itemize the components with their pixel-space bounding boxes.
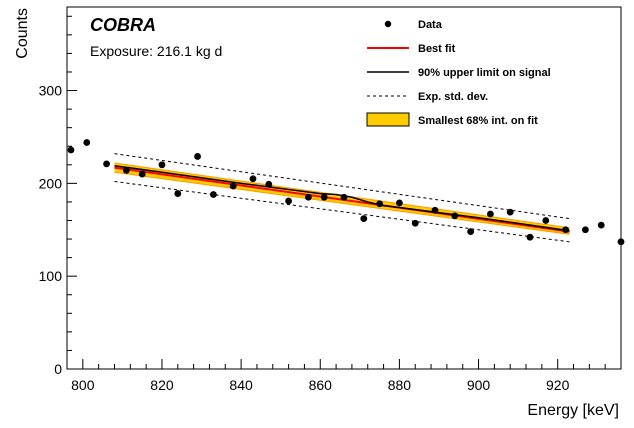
- std-dev-upper-line: [114, 153, 570, 220]
- x-axis-label: Energy [keV]: [527, 402, 619, 419]
- data-point: [487, 210, 494, 218]
- legend-data-label: Data: [418, 19, 443, 31]
- data-point: [174, 190, 182, 197]
- data-point: [431, 206, 439, 214]
- y-tick-label: 0: [54, 361, 62, 377]
- std-dev-lower-line: [114, 181, 570, 243]
- data-point: [360, 215, 368, 223]
- data-point: [320, 193, 328, 201]
- x-tick-label: 840: [229, 377, 253, 393]
- legend-band-swatch: [366, 112, 410, 127]
- data-point: [411, 219, 419, 227]
- data-point: [103, 160, 110, 168]
- y-tick-label: 200: [39, 175, 63, 191]
- data-point: [304, 193, 312, 201]
- x-tick-label: 920: [546, 377, 570, 393]
- y-axis-label: Counts: [14, 8, 31, 59]
- chart-title: COBRA: [90, 15, 156, 35]
- legend-band-label: Smallest 68% int. on fit: [418, 115, 538, 127]
- legend-best-fit-label: Best fit: [418, 43, 456, 55]
- data-point: [122, 166, 130, 174]
- data-point: [194, 153, 201, 160]
- chart-subtitle: Exposure: 216.1 kg d: [90, 43, 222, 59]
- legend: Data Best fit 90% upper limit on signal …: [366, 19, 551, 127]
- x-tick-label: 880: [388, 377, 412, 393]
- data-point: [542, 217, 550, 224]
- data-point: [285, 197, 292, 205]
- data-point: [396, 199, 403, 207]
- data-point: [83, 139, 91, 146]
- data-point: [526, 233, 534, 241]
- data-point: [467, 228, 475, 236]
- data-point: [210, 191, 217, 198]
- x-tick-label: 800: [71, 377, 95, 393]
- legend-data-marker: [384, 20, 392, 28]
- data-point: [562, 226, 569, 234]
- x-tick-label: 820: [150, 377, 174, 393]
- band-68-lower-edge: [114, 171, 570, 235]
- data-point: [229, 182, 237, 190]
- data-point: [67, 146, 75, 154]
- y-tick-label: 300: [39, 83, 63, 99]
- data-point: [249, 175, 257, 183]
- data-point: [597, 221, 605, 229]
- legend-upper-limit-label: 90% upper limit on signal: [418, 67, 551, 79]
- upper-limit-line: [114, 164, 570, 232]
- data-point: [340, 193, 348, 201]
- x-tick-label: 900: [467, 377, 491, 393]
- data-point: [265, 180, 273, 188]
- data-point: [158, 161, 166, 169]
- plot-area: [67, 139, 625, 246]
- data-point: [506, 208, 514, 216]
- axis-ticks: 800 820 840 860 880 900 920 0 100 200 300: [39, 15, 622, 393]
- y-tick-label: 100: [39, 268, 63, 284]
- data-point: [581, 226, 589, 234]
- legend-std-dev-label: Exp. std. dev.: [418, 91, 488, 103]
- data-point: [138, 170, 146, 178]
- data-point: [376, 200, 384, 208]
- data-point: [451, 212, 459, 220]
- x-tick-label: 860: [309, 377, 333, 393]
- plot-frame: [66, 6, 622, 370]
